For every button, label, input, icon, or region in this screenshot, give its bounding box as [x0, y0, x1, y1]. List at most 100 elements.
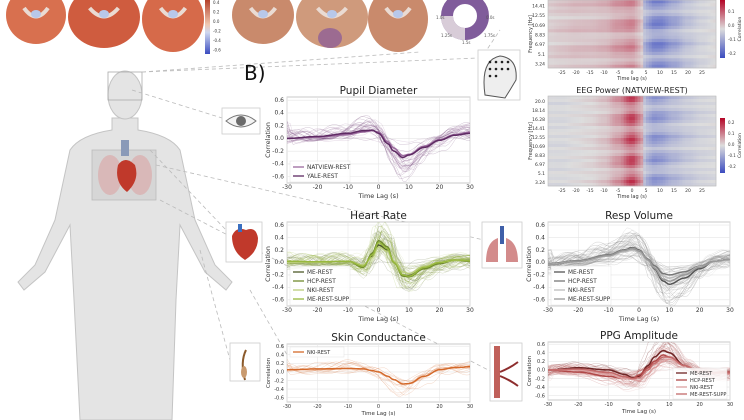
heatmap-cell	[570, 25, 574, 30]
heatmap-cell	[668, 102, 672, 106]
heatmap-cell	[679, 12, 683, 17]
heatmap-cell	[637, 144, 641, 148]
heatmap-cell	[595, 6, 599, 11]
heatmap-cell	[662, 9, 666, 14]
heatmap-cell	[671, 61, 675, 66]
heatmap-cell	[553, 147, 557, 151]
heatmap-cell	[629, 45, 633, 49]
charts: -30 -20 -10 0 10 20 300.60.40.20.0-0.2-0.4-0.6…	[264, 0, 743, 417]
heatmap-cell	[548, 19, 552, 23]
heatmap-cell	[710, 114, 714, 118]
heatmap-cell	[696, 42, 700, 46]
heatmap-cell	[618, 32, 622, 36]
heatmap-cell	[623, 144, 627, 148]
heatmap-cell	[643, 138, 647, 142]
heatmap-cell	[654, 129, 658, 133]
y-tick-label: 0.4	[537, 351, 545, 357]
heatmap-cell	[632, 51, 636, 56]
y-axis-label: Frequency [Hz]	[528, 15, 534, 53]
heatmap-cell	[573, 111, 577, 115]
heatmap-cell	[676, 105, 680, 109]
heatmap-cell	[674, 45, 678, 49]
heatmap-cell	[710, 55, 714, 59]
heatmap-cell	[576, 9, 580, 14]
heatmap-cell	[584, 6, 588, 11]
heatmap-cell	[590, 144, 594, 148]
heatmap-cell	[553, 42, 557, 46]
heatmap-cell	[699, 99, 703, 103]
x-tick-label: -10	[605, 402, 613, 408]
heatmap-cell	[651, 111, 655, 115]
heatmap-cell	[696, 135, 700, 139]
heatmap-cell	[548, 64, 552, 69]
heatmap-cell	[598, 22, 602, 27]
heatmap-cell	[567, 168, 571, 172]
heatmap-cell	[685, 132, 689, 136]
heatmap-cell	[590, 32, 594, 36]
subject-trace	[287, 247, 470, 271]
heatmap-cell	[702, 48, 706, 53]
heatmap-cell	[595, 105, 599, 109]
heatmap-cell	[606, 19, 610, 23]
heatmap-cell	[548, 3, 552, 7]
heatmap-cell	[562, 9, 566, 14]
heatmap-cell	[601, 129, 605, 133]
heatmap-cell	[559, 174, 563, 178]
heatmap-cell	[699, 141, 703, 145]
heatmap-cell	[713, 3, 717, 7]
heatmap-cell	[595, 141, 599, 145]
heatmap-cell	[671, 25, 675, 30]
heatmap-cell	[590, 171, 594, 175]
heatmap-cell	[567, 102, 571, 106]
heatmap-cell	[590, 165, 594, 169]
heatmap-cell	[587, 96, 591, 100]
heatmap-cell	[632, 12, 636, 17]
heatmap-cell	[592, 0, 596, 4]
heatmap-cell	[654, 51, 658, 56]
heatmap-cell	[550, 99, 554, 103]
heatmap-cell	[548, 183, 552, 187]
heatmap-cell	[562, 61, 566, 66]
heatmap-cell	[665, 25, 669, 30]
subject-trace	[287, 238, 470, 276]
heatmap-cell	[587, 16, 591, 20]
heatmap-cell	[548, 32, 552, 36]
heatmap-cell	[693, 0, 697, 4]
heatmap-cell	[674, 159, 678, 163]
heatmap-cell	[629, 177, 633, 181]
heatmap-cell	[590, 180, 594, 184]
y-tick-label: 10.69	[532, 144, 545, 150]
x-tick-label: 15	[671, 70, 677, 76]
heatmap-cell	[640, 64, 644, 69]
heatmap-cell	[646, 156, 650, 160]
heatmap-cell	[702, 3, 706, 7]
heatmap-cell	[584, 16, 588, 20]
heatmap-cell	[626, 180, 630, 184]
heatmap-cell	[640, 58, 644, 62]
heatmap-cell	[679, 120, 683, 124]
x-tick-label: -20	[572, 70, 579, 76]
heatmap-cell	[629, 16, 633, 20]
heatmap-cell	[693, 35, 697, 40]
heatmap-cell	[696, 16, 700, 20]
lung-left	[98, 155, 122, 195]
heatmap-cell	[570, 99, 574, 103]
heatmap-cell	[584, 42, 588, 46]
heatmap-cell	[646, 9, 650, 14]
heatmap-cell	[590, 12, 594, 17]
heatmap-cell	[573, 180, 577, 184]
heatmap-cell	[609, 102, 613, 106]
heatmap-cell	[657, 147, 661, 151]
y-tick-label: 14.41	[532, 3, 545, 9]
heatmap-cell	[699, 174, 703, 178]
heatmap-cell	[646, 38, 650, 43]
heatmap-cell	[550, 111, 554, 115]
heatmap-cell	[587, 55, 591, 59]
heatmap-cell	[704, 153, 708, 157]
heatmap-cell	[550, 32, 554, 36]
heatmap-cell	[604, 144, 608, 148]
heatmap-cell	[671, 38, 675, 43]
heatmap-cell	[623, 111, 627, 115]
heatmap-cell	[623, 126, 627, 130]
heatmap-cell	[620, 9, 624, 14]
